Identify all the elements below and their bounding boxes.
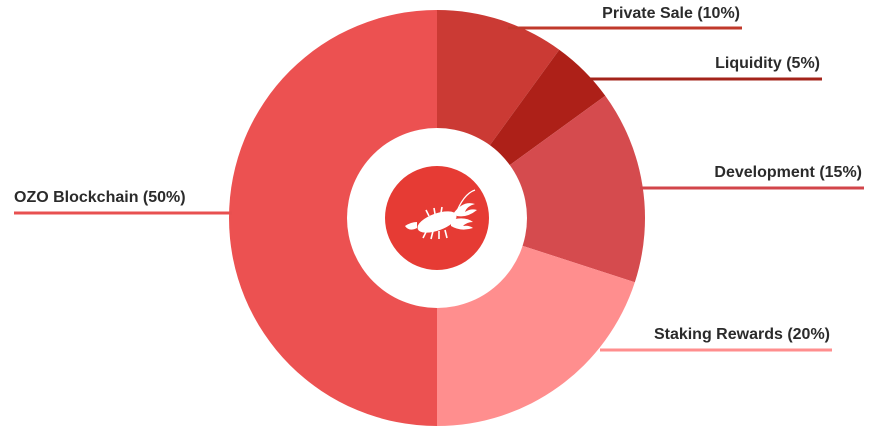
slice-labels: Private Sale (10%) Liquidity (5%) Developm… (14, 5, 862, 343)
slice-4 (229, 10, 437, 426)
label-leaders (14, 26, 864, 352)
slice-label-0: Private Sale (10%) (602, 5, 740, 22)
lobster-icon (405, 189, 477, 240)
slice-label-1: Liquidity (5%) (715, 55, 820, 72)
slice-label-3: Staking Rewards (20%) (654, 326, 830, 343)
center-logo (385, 166, 489, 270)
slice-label-2: Development (15%) (714, 164, 862, 181)
slice-2 (437, 95, 646, 283)
slice-label-4: OZO Blockchain (50%) (14, 189, 186, 206)
